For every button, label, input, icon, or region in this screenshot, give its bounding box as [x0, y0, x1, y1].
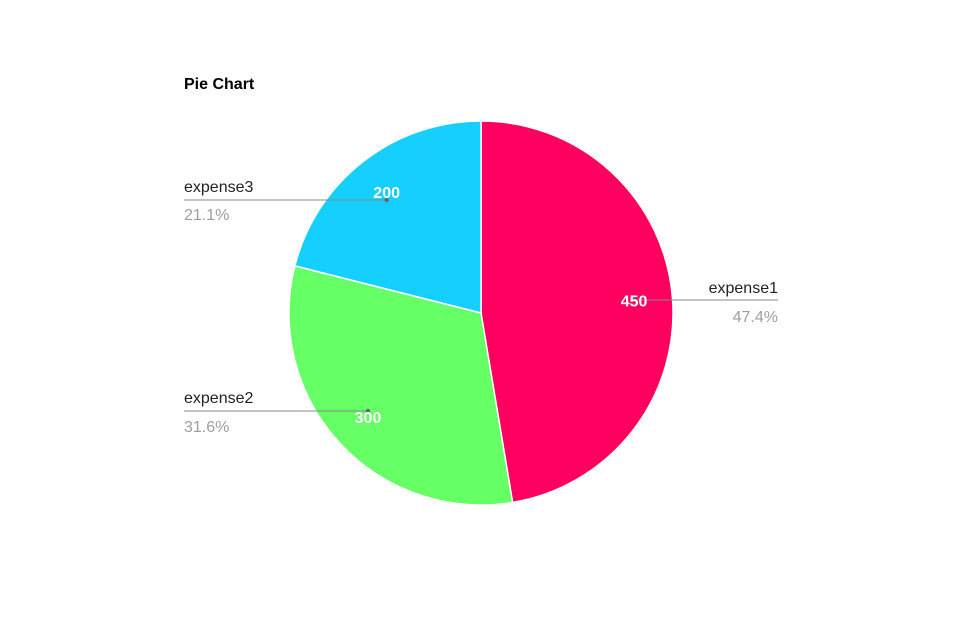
- pie-slices: [288, 120, 674, 506]
- pie-slice-expense3[interactable]: [293, 120, 482, 314]
- slice-value-label-expense1: 450: [621, 293, 648, 310]
- legend-percent-expense1: 47.4%: [733, 309, 778, 326]
- pie-slice-expense1[interactable]: [480, 120, 674, 504]
- pie-slice-expense2[interactable]: [288, 264, 514, 506]
- leader-dot-expense3: [384, 197, 389, 203]
- legend-percent-expense2: 31.6%: [184, 419, 229, 436]
- legend-percent-expense3: 21.1%: [184, 207, 229, 224]
- chart-title: Pie Chart: [184, 76, 255, 93]
- legend-name-expense3: expense3: [184, 179, 253, 196]
- legend-name-expense2: expense2: [184, 390, 253, 407]
- leader-dot-expense1: [631, 297, 637, 303]
- slice-value-label-expense3: 200: [373, 185, 400, 202]
- pie-labels: 450 expense1 47.4% 300 expense2 31.6% 200 expen…: [184, 179, 778, 436]
- leader-dot-expense2: [365, 408, 371, 414]
- slice-value-label-expense2: 300: [355, 410, 382, 427]
- legend-name-expense1: expense1: [709, 280, 778, 297]
